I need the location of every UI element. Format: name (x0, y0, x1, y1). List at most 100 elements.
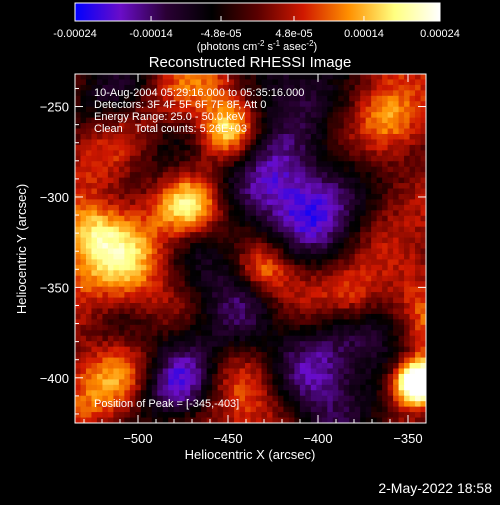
heatmap-cell (140, 172, 147, 179)
heatmap-cell (75, 166, 82, 173)
heatmap-cell (376, 161, 383, 168)
heatmap-cell (135, 243, 142, 250)
heatmap-cell (173, 188, 180, 195)
heatmap-cell (398, 341, 405, 348)
heatmap-cell (283, 215, 290, 222)
heatmap-cell (349, 150, 356, 157)
heatmap-cell (343, 123, 350, 130)
heatmap-cell (75, 330, 82, 337)
heatmap-cell (107, 264, 114, 271)
chart-title: Reconstructed RHESSI Image (149, 54, 352, 71)
heatmap-cell (107, 417, 114, 423)
heatmap-cell (255, 144, 263, 151)
heatmap-cell (376, 417, 383, 423)
heatmap-cell (168, 330, 175, 337)
heatmap-cell (272, 395, 279, 402)
heatmap-cell (96, 101, 104, 108)
heatmap-cell (223, 297, 230, 304)
heatmap-cell (239, 74, 246, 81)
heatmap-cell (118, 215, 125, 222)
heatmap-cell (382, 226, 389, 233)
heatmap-cell (245, 117, 252, 124)
heatmap-cell (223, 144, 230, 151)
heatmap-cell (140, 324, 147, 331)
heatmap-cell (398, 150, 405, 157)
heatmap-cell (195, 335, 202, 342)
heatmap-cell (113, 204, 120, 211)
heatmap-cell (349, 341, 356, 348)
heatmap-cell (157, 139, 164, 146)
heatmap-cell (255, 117, 263, 124)
heatmap-cell (261, 74, 268, 81)
heatmap-cell (288, 155, 295, 162)
heatmap-cell (135, 281, 142, 288)
heatmap-cell (288, 368, 295, 375)
heatmap-cell (376, 308, 383, 315)
heatmap-cell (118, 368, 125, 375)
heatmap-cell (107, 210, 114, 217)
heatmap-cell (299, 292, 306, 299)
heatmap-cell (146, 292, 153, 299)
heatmap-cell (310, 341, 317, 348)
heatmap-cell (129, 373, 136, 380)
heatmap-cell (283, 303, 290, 310)
heatmap-cell (261, 150, 268, 157)
heatmap-cell (354, 417, 361, 423)
heatmap-cell (124, 324, 131, 331)
heatmap-cell (272, 357, 279, 364)
heatmap-cell (420, 259, 426, 266)
heatmap-cell (140, 352, 147, 359)
heatmap-cell (327, 74, 334, 81)
heatmap-cell (157, 226, 164, 233)
heatmap-cell (332, 243, 339, 250)
heatmap-cell (420, 390, 426, 397)
heatmap-cell (283, 253, 290, 260)
heatmap-cell (365, 346, 372, 353)
heatmap-cell (146, 330, 153, 337)
heatmap-cell (387, 172, 394, 179)
heatmap-cell (118, 379, 125, 386)
heatmap-cell (261, 259, 268, 266)
heatmap-cell (365, 210, 372, 217)
heatmap-cell (255, 199, 263, 206)
heatmap-cell (310, 95, 317, 102)
heatmap-cell (415, 308, 422, 315)
heatmap-cell (85, 188, 93, 195)
heatmap-cell (118, 363, 125, 370)
heatmap-cell (124, 379, 131, 386)
heatmap-cell (140, 133, 147, 141)
heatmap-cell (190, 112, 197, 119)
heatmap-cell (294, 303, 301, 310)
heatmap-cell (179, 188, 186, 195)
heatmap-cell (223, 379, 230, 386)
heatmap-cell (327, 150, 334, 157)
heatmap-cell (223, 101, 230, 108)
heatmap-cell (321, 161, 328, 168)
heatmap-cell (157, 123, 164, 130)
heatmap-cell (96, 106, 104, 113)
heatmap-cell (387, 215, 394, 222)
heatmap-cell (288, 199, 295, 206)
heatmap-cell (85, 264, 93, 271)
heatmap-cell (168, 243, 175, 250)
heatmap-cell (173, 199, 180, 206)
heatmap-cell (299, 346, 306, 353)
heatmap-cell (146, 84, 153, 91)
heatmap-cell (195, 232, 202, 239)
heatmap-cell (179, 324, 186, 331)
heatmap-cell (223, 368, 230, 375)
heatmap-cell (135, 292, 142, 299)
heatmap-cell (223, 384, 230, 391)
heatmap-cell (179, 150, 186, 157)
heatmap-cell (382, 237, 389, 244)
colorbar: -0.00024 -0.00014 -4.8e-05 4.8e-05 0.00014 0.… (53, 2, 460, 53)
heatmap-cell (217, 221, 224, 228)
heatmap-cell (173, 384, 180, 391)
heatmap-cell (409, 232, 416, 239)
heatmap-cell (217, 101, 224, 108)
heatmap-cell (212, 281, 219, 288)
heatmap-cell (294, 199, 301, 206)
heatmap-cell (250, 155, 257, 162)
heatmap-cell (327, 199, 334, 206)
heatmap-cell (288, 226, 295, 233)
